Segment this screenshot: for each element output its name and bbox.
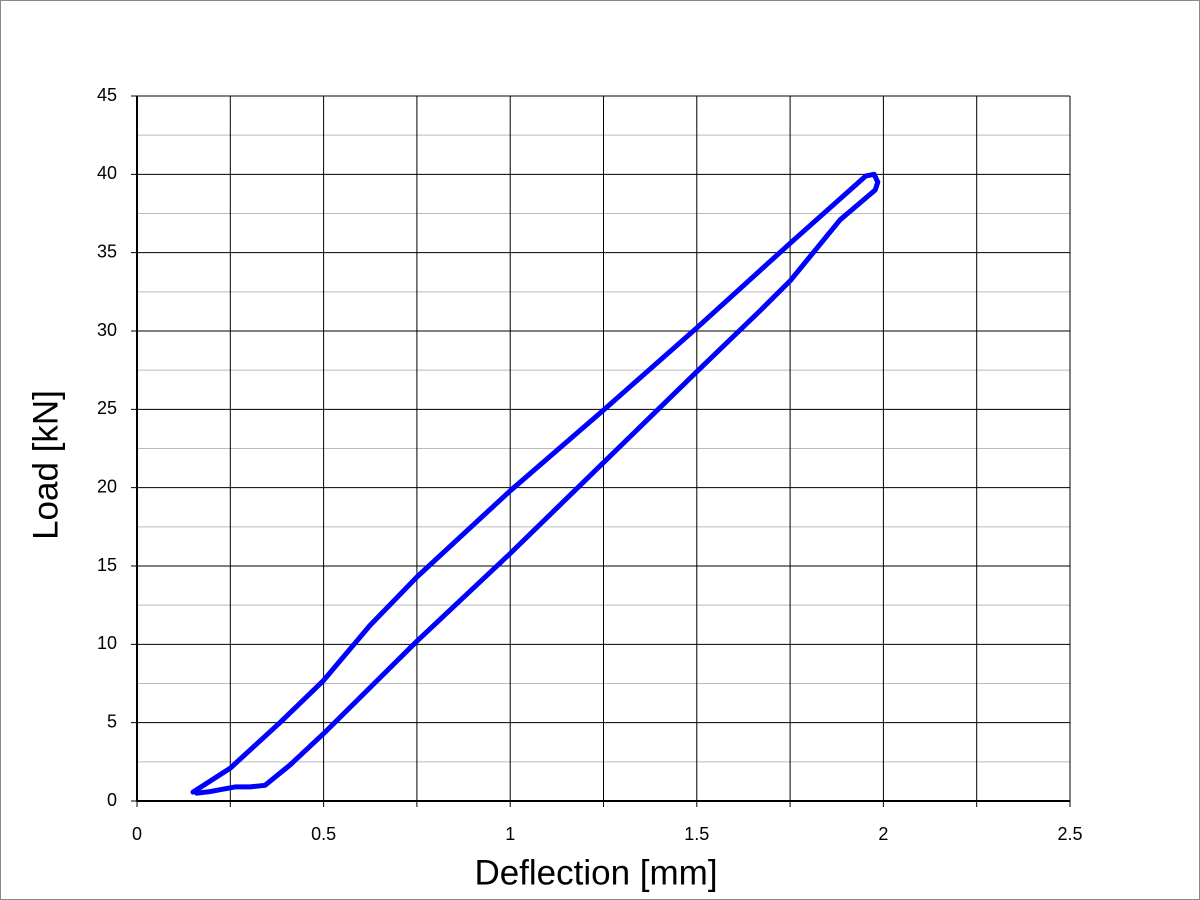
data-line — [190, 171, 881, 796]
y-tick-label: 0 — [107, 790, 117, 810]
x-tick-label: 2.5 — [1057, 824, 1082, 844]
x-tick-label: 1 — [505, 824, 515, 844]
x-tick-label: 0.5 — [311, 824, 336, 844]
y-tick-label: 45 — [97, 85, 117, 105]
y-tick-label: 40 — [97, 163, 117, 183]
y-tick-label: 35 — [97, 241, 117, 261]
x-tick-label: 2 — [878, 824, 888, 844]
y-tick-label: 25 — [97, 398, 117, 418]
y-axis-title: Load [kN] — [26, 390, 65, 540]
y-tick-label: 20 — [97, 476, 117, 496]
y-tick-label: 5 — [107, 711, 117, 731]
x-tick-label: 1.5 — [684, 824, 709, 844]
x-tick-label: 0 — [132, 824, 142, 844]
x-axis-title: Deflection [mm] — [474, 853, 717, 892]
y-tick-label: 15 — [97, 555, 117, 575]
y-tick-label: 30 — [97, 320, 117, 340]
y-tick-label: 10 — [97, 633, 117, 653]
